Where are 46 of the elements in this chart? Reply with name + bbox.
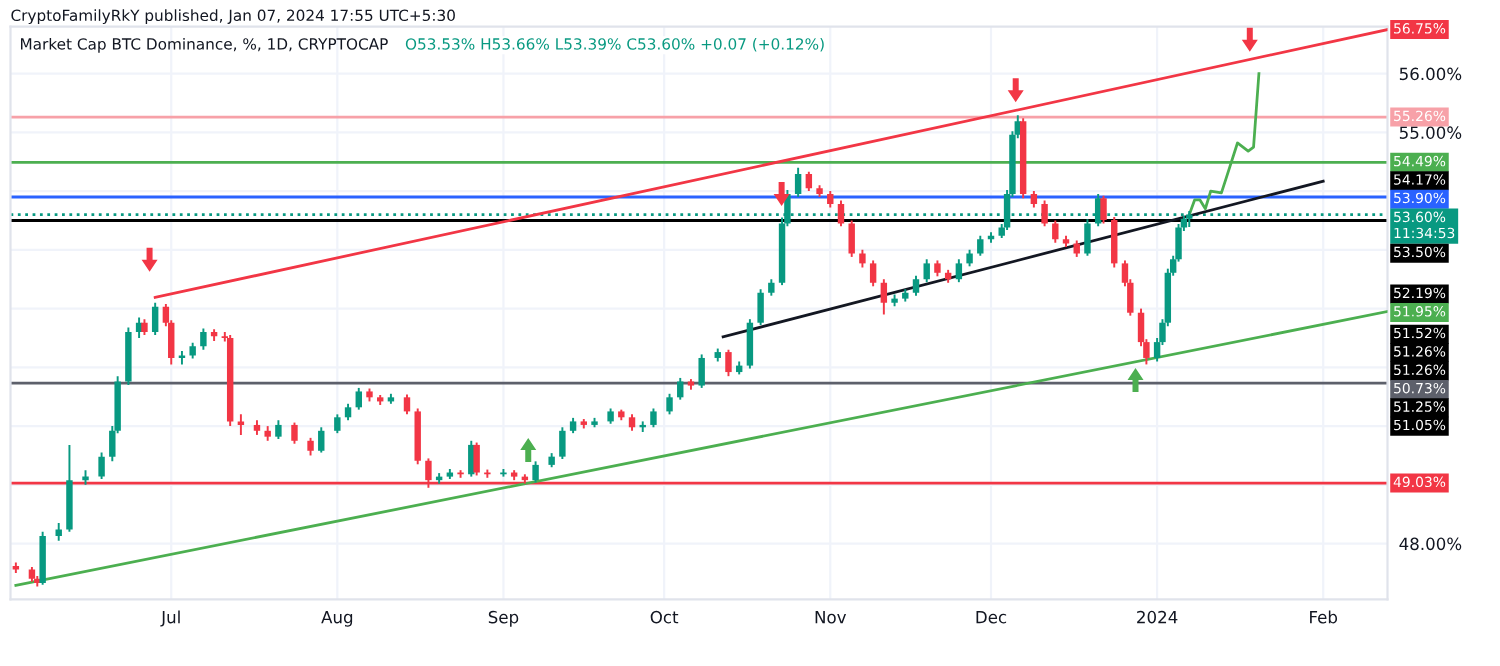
candlestick bbox=[473, 441, 480, 477]
y-tick-label: 55.00% bbox=[1399, 126, 1462, 139]
candlestick bbox=[746, 318, 754, 370]
candlestick bbox=[666, 392, 673, 416]
y-tick-label: 56.00% bbox=[1399, 67, 1462, 81]
candlestick bbox=[334, 413, 341, 435]
candlestick bbox=[355, 386, 362, 411]
candlestick bbox=[805, 170, 813, 193]
candlestick bbox=[880, 278, 888, 316]
x-tick-label: Feb bbox=[1310, 610, 1338, 624]
x-tick-label: Jul bbox=[160, 610, 180, 627]
y-tick-label: 48.00% bbox=[1399, 537, 1462, 551]
x-tick-label: 2024 bbox=[1137, 610, 1178, 624]
candlestick bbox=[532, 460, 539, 484]
candlestick bbox=[1100, 194, 1107, 225]
candlestick bbox=[977, 234, 984, 257]
x-tick-label: Aug bbox=[321, 611, 353, 627]
candlestick bbox=[725, 348, 732, 378]
candlestick bbox=[559, 426, 566, 460]
candlestick bbox=[698, 353, 705, 389]
candlestick bbox=[912, 274, 920, 297]
candlestick bbox=[39, 530, 46, 586]
candlestick bbox=[757, 288, 764, 327]
candlestick bbox=[650, 407, 657, 429]
candlestick bbox=[1041, 199, 1048, 228]
candlestick bbox=[318, 426, 325, 454]
candlestick bbox=[1111, 216, 1118, 269]
x-tick-label: Oct bbox=[650, 610, 679, 624]
x-tick-label: Sep bbox=[488, 610, 519, 627]
candlestick bbox=[923, 258, 930, 284]
candlestick bbox=[837, 199, 845, 228]
candlestick bbox=[237, 413, 245, 436]
candlestick bbox=[98, 451, 105, 480]
candlestick bbox=[677, 376, 684, 401]
candlestick bbox=[794, 166, 802, 198]
x-tick-label: Nov bbox=[815, 611, 847, 624]
candlestick bbox=[955, 258, 963, 284]
candlestick bbox=[1052, 219, 1059, 244]
candlestick bbox=[403, 393, 411, 416]
candlestick bbox=[848, 219, 855, 258]
candlestick bbox=[151, 301, 159, 337]
candlestick bbox=[200, 327, 207, 351]
candlestick bbox=[275, 419, 282, 440]
candlestick bbox=[869, 259, 877, 288]
x-tick-label: Dec bbox=[976, 611, 1007, 624]
candlestick bbox=[291, 421, 298, 445]
